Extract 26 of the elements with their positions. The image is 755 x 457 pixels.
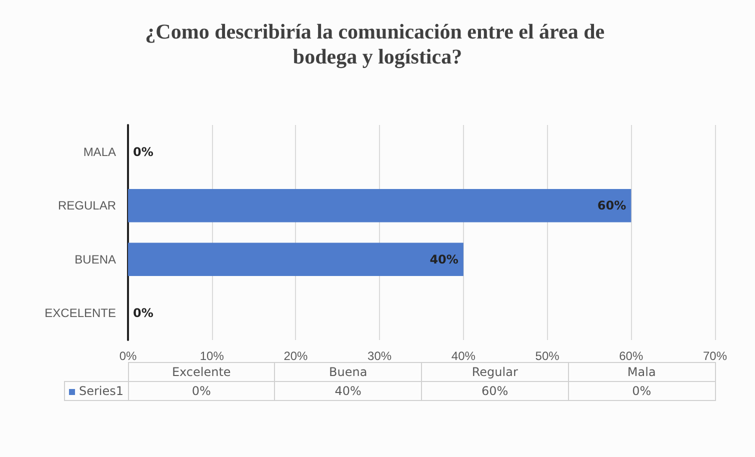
y-tick-label: MALA — [83, 144, 116, 159]
x-tick-label: 20% — [284, 349, 308, 363]
text: Mala — [568, 362, 715, 382]
y-tick-label: BUENA — [74, 252, 116, 266]
x-tick-label: 30% — [368, 349, 392, 363]
data-label: 0% — [133, 144, 154, 159]
text: Regular — [422, 362, 568, 382]
x-tick-label: 50% — [535, 349, 560, 363]
chart-title: ¿Como describiría la comunicación entre el área de bodega y logística? — [145, 20, 610, 68]
x-tick-label: 70% — [702, 349, 728, 363]
x-tick-label: 10% — [200, 349, 224, 363]
data-label: 0% — [133, 306, 154, 320]
legend-label: Series1 — [64, 382, 128, 400]
x-tick-label: 60% — [619, 349, 644, 363]
text: 40% — [334, 384, 362, 398]
text: 0% — [192, 384, 211, 398]
text: 60% — [482, 384, 508, 398]
data-label: 40% — [430, 252, 458, 266]
y-tick-label: REGULAR — [58, 198, 116, 213]
data-label: 60% — [597, 198, 626, 213]
x-tick-label: 0% — [119, 349, 137, 363]
text: 0% — [632, 384, 652, 398]
y-tick-label: EXCELENTE — [44, 306, 116, 320]
text: Excelente — [128, 362, 275, 382]
text: Buena — [274, 362, 422, 382]
x-tick-label: 40% — [451, 349, 476, 363]
